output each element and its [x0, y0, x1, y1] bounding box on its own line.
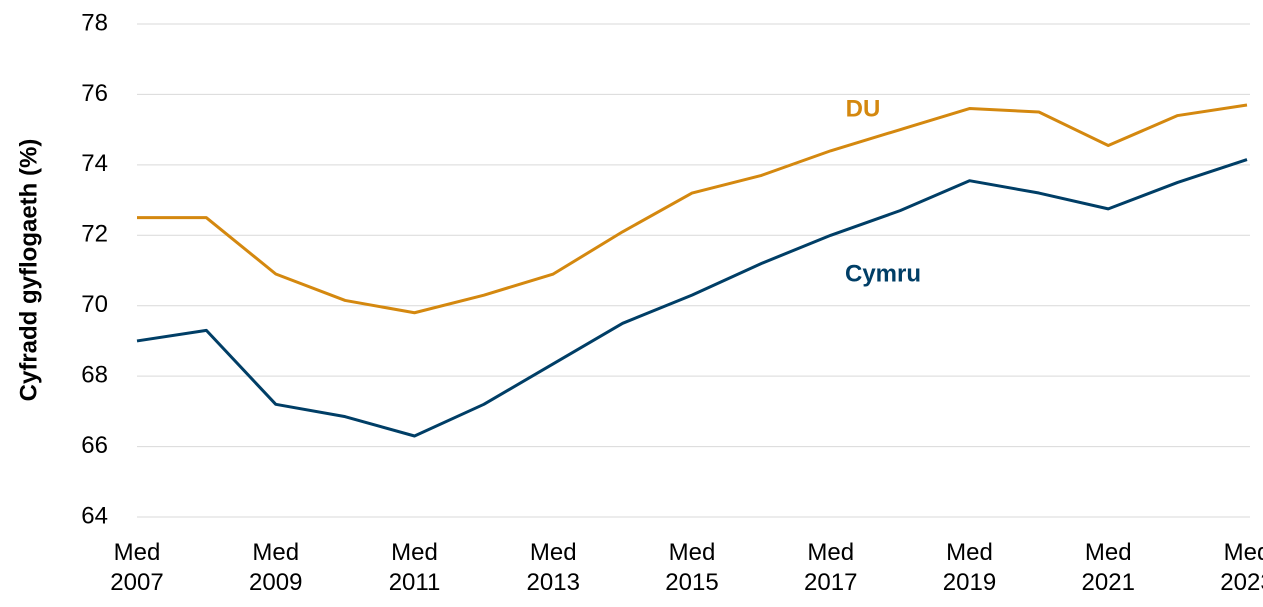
series-label: Cymru	[845, 260, 921, 287]
y-tick-label: 72	[81, 221, 108, 248]
y-tick-label: 70	[81, 291, 108, 318]
x-tick-label: Med 2013	[526, 539, 580, 596]
y-tick-label: 64	[81, 502, 108, 529]
series-label: DU	[846, 95, 881, 122]
y-tick-label: 68	[81, 361, 108, 388]
y-tick-label: 66	[81, 432, 108, 459]
y-tick-label: 74	[81, 150, 108, 177]
series-line	[137, 103, 1248, 315]
y-axis-label: Cyfradd gyflogaeth (%)	[15, 139, 42, 402]
x-tick-label: Med 2023	[1220, 539, 1263, 596]
y-tick-label: 76	[81, 80, 108, 107]
series-line	[136, 158, 1248, 438]
x-tick-label: Med 2007	[110, 539, 164, 596]
y-tick-label: 78	[81, 9, 108, 36]
x-tick-label: Med 2021	[1081, 539, 1135, 596]
x-tick-label: Med 2011	[388, 539, 441, 596]
x-tick-label: Med 2019	[942, 539, 997, 596]
x-tick-label: Med 2017	[804, 539, 858, 596]
x-tick-label: Med 2015	[665, 539, 719, 596]
x-tick-label: Med 2009	[249, 539, 303, 596]
